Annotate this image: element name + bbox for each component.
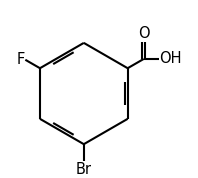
Text: Br: Br <box>76 162 92 177</box>
Text: O: O <box>138 26 149 41</box>
Text: F: F <box>16 52 25 67</box>
Text: OH: OH <box>160 51 182 66</box>
